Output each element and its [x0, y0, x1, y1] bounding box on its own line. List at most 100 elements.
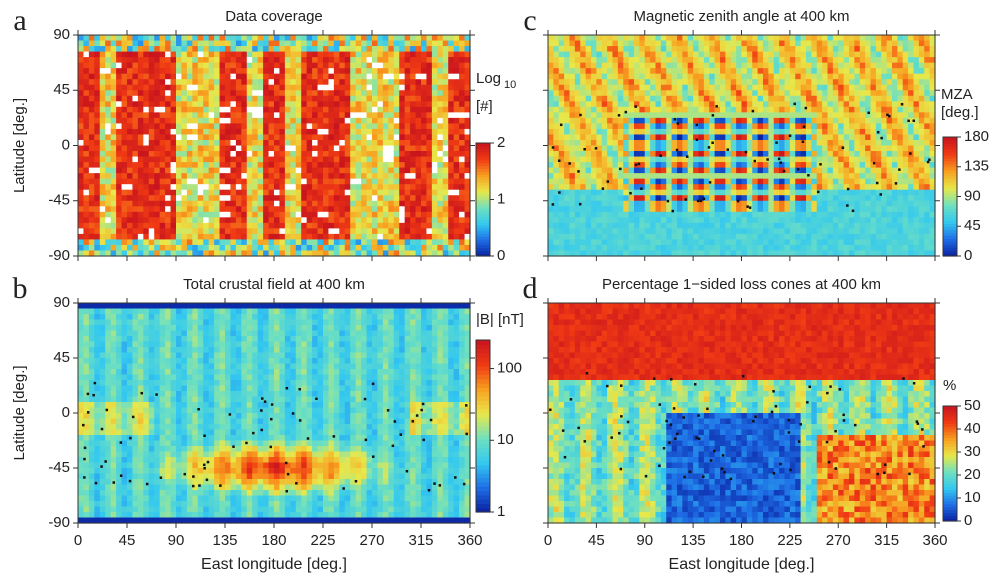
heat-cell — [220, 140, 226, 146]
heat-cell — [111, 347, 117, 353]
heat-cell — [290, 358, 296, 364]
heat-cell — [312, 101, 318, 107]
heat-cell — [236, 386, 242, 392]
heat-cell — [220, 353, 226, 359]
heat-cell — [410, 74, 416, 80]
heat-cell — [399, 212, 405, 218]
heat-cell — [209, 195, 215, 201]
heat-cell — [241, 424, 247, 430]
heat-cell — [116, 201, 122, 207]
heat-cell — [138, 190, 144, 196]
heat-cell — [83, 239, 89, 245]
heat-cell — [198, 134, 204, 140]
heat-cell — [220, 96, 226, 102]
heat-cell — [225, 96, 231, 102]
heat-cell — [437, 228, 443, 234]
heat-cell — [383, 118, 389, 124]
heat-cell — [448, 228, 454, 234]
heat-cell — [372, 101, 378, 107]
heat-cell — [334, 63, 340, 69]
heat-cell — [198, 52, 204, 58]
heat-cell — [296, 239, 302, 245]
heat-cell — [334, 424, 340, 430]
heat-cell — [111, 380, 117, 386]
heat-cell — [198, 68, 204, 74]
heat-cell — [165, 490, 171, 496]
heat-cell — [116, 386, 122, 392]
heat-cell — [323, 201, 329, 207]
heat-cell — [171, 463, 177, 469]
heat-cell — [334, 146, 340, 152]
heat-cell — [225, 134, 231, 140]
heat-cell — [198, 452, 204, 458]
heat-cell — [241, 501, 247, 507]
heat-cell — [143, 408, 149, 414]
heat-cell — [127, 402, 133, 408]
heat-cell — [138, 452, 144, 458]
heat-cell — [111, 364, 117, 370]
heat-cell — [132, 441, 138, 447]
heat-cell — [143, 496, 149, 502]
heat-cell — [258, 485, 264, 491]
heat-cell — [405, 74, 411, 80]
heat-cell — [416, 79, 422, 85]
heat-cell — [432, 79, 438, 85]
heat-cell — [274, 168, 280, 174]
heat-cell — [122, 162, 128, 168]
heat-cell — [241, 457, 247, 463]
heat-cell — [198, 184, 204, 190]
heat-cell — [432, 179, 438, 185]
heat-cell — [165, 212, 171, 218]
heat-cell — [116, 41, 122, 47]
heat-cell — [94, 234, 100, 240]
heat-cell — [263, 391, 269, 397]
heat-cell — [187, 107, 193, 113]
heat-cell — [236, 173, 242, 179]
heat-cell — [230, 474, 236, 480]
heat-cell — [263, 68, 269, 74]
heat-cell — [203, 347, 209, 353]
heat-cell — [181, 331, 187, 337]
heat-cell — [160, 331, 166, 337]
heat-cell — [203, 375, 209, 381]
heat-cell — [105, 325, 111, 331]
heat-cell — [171, 358, 177, 364]
heat-cell — [143, 228, 149, 234]
heat-cell — [448, 146, 454, 152]
heat-cell — [165, 90, 171, 96]
heat-cell — [307, 101, 313, 107]
heat-cell — [138, 435, 144, 441]
heat-cell — [176, 468, 182, 474]
heat-cell — [203, 168, 209, 174]
heat-cell — [78, 364, 84, 370]
heat-cell — [312, 217, 318, 223]
heat-cell — [350, 112, 356, 118]
heat-cell — [426, 90, 432, 96]
heat-cell — [279, 179, 285, 185]
heat-cell — [149, 79, 155, 85]
heat-cell — [132, 184, 138, 190]
heat-cell — [171, 347, 177, 353]
heat-cell — [181, 228, 187, 234]
heat-cell — [328, 96, 334, 102]
heat-cell — [94, 490, 100, 496]
heat-cell — [383, 52, 389, 58]
heat-cell — [181, 245, 187, 251]
heat-cell — [437, 223, 443, 229]
heat-cell — [143, 168, 149, 174]
panel: -90-4504590Data coverageaLatitude [deg.]… — [11, 4, 516, 264]
heat-cell — [312, 52, 318, 58]
heat-cell — [263, 490, 269, 496]
heat-cell — [154, 245, 160, 251]
heat-cell — [132, 195, 138, 201]
heat-cell — [399, 68, 405, 74]
heat-cell — [230, 331, 236, 337]
heat-cell — [83, 46, 89, 52]
heat-cell — [230, 424, 236, 430]
heat-cell — [285, 96, 291, 102]
heat-cell — [83, 162, 89, 168]
heat-cell — [339, 46, 345, 52]
heat-cell — [323, 408, 329, 414]
heat-cell — [334, 90, 340, 96]
heat-cell — [132, 245, 138, 251]
